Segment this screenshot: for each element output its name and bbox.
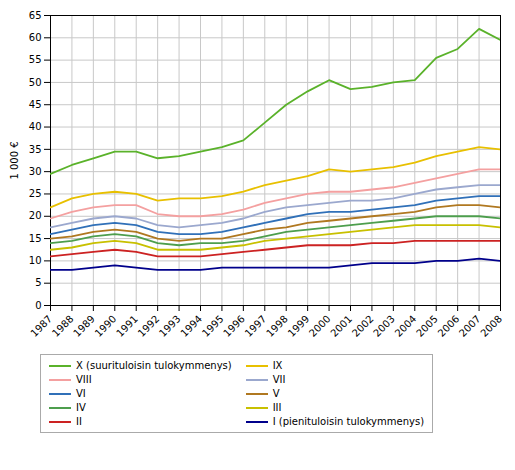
svg-text:2007: 2007 (457, 313, 483, 339)
svg-text:2003: 2003 (371, 313, 397, 339)
html-text:II: II (76, 416, 82, 427)
svg-text:1994: 1994 (178, 313, 204, 339)
svg-text:35: 35 (29, 144, 42, 155)
svg-text:60: 60 (29, 32, 42, 43)
svg-text:1990: 1990 (93, 313, 119, 339)
html-text:X (suurituloisin tulokymmenys): X (suurituloisin tulokymmenys) (76, 360, 232, 371)
svg-text:15: 15 (29, 233, 42, 244)
html-text:VII: VII (272, 374, 286, 385)
svg-text:5: 5 (35, 277, 41, 288)
svg-text:30: 30 (29, 166, 42, 177)
html-text:III: III (272, 402, 282, 413)
svg-text:1992: 1992 (136, 313, 162, 339)
html-text:I (pienituloisin tulokymmenys): I (pienituloisin tulokymmenys) (272, 416, 424, 427)
svg-text:2004: 2004 (393, 313, 419, 339)
svg-text:2008: 2008 (478, 313, 504, 339)
svg-text:25: 25 (29, 188, 42, 199)
svg-text:1991: 1991 (114, 313, 140, 339)
svg-text:2002: 2002 (350, 313, 376, 339)
svg-text:1996: 1996 (221, 313, 247, 339)
html-text:VI: VI (76, 388, 86, 399)
svg-text:45: 45 (29, 99, 42, 110)
svg-text:1998: 1998 (264, 313, 290, 339)
svg-text:1995: 1995 (200, 313, 226, 339)
svg-text:65: 65 (29, 10, 42, 21)
svg-text:55: 55 (29, 54, 42, 65)
svg-text:2001: 2001 (328, 313, 354, 339)
svg-text:2000: 2000 (307, 313, 333, 339)
svg-text:20: 20 (29, 210, 42, 221)
svg-text:0: 0 (35, 300, 41, 311)
svg-text:40: 40 (29, 121, 42, 132)
html-text:IV: IV (76, 402, 86, 413)
svg-text:1999: 1999 (286, 313, 312, 339)
svg-text:1988: 1988 (50, 313, 76, 339)
svg-text:10: 10 (29, 255, 42, 266)
svg-text:2005: 2005 (414, 313, 440, 339)
svg-text:1 000 €: 1 000 € (9, 141, 20, 179)
svg-text:1993: 1993 (157, 313, 183, 339)
html-text:IX: IX (272, 360, 283, 371)
svg-text:2006: 2006 (436, 313, 462, 339)
svg-text:1987: 1987 (28, 313, 54, 339)
html-text:VIII: VIII (76, 374, 92, 385)
svg-text:1997: 1997 (243, 313, 269, 339)
svg-text:50: 50 (29, 77, 42, 88)
html-text:V: V (272, 388, 280, 399)
svg-text:1989: 1989 (71, 313, 97, 339)
